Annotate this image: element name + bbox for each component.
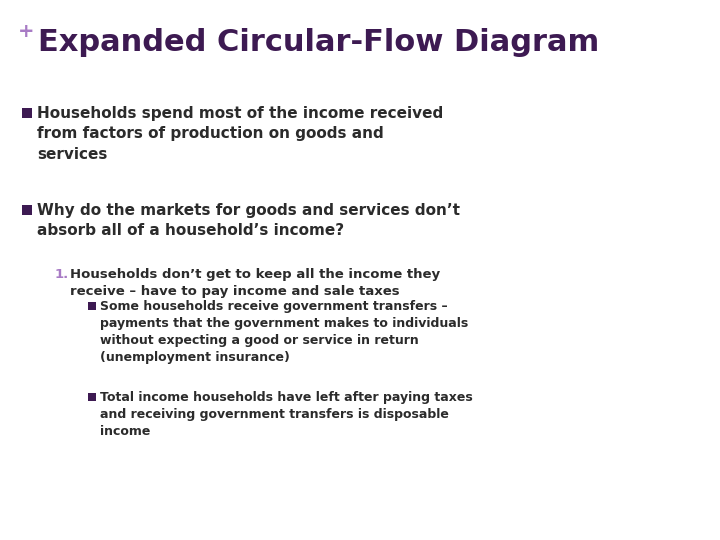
Text: Households don’t get to keep all the income they
receive – have to pay income an: Households don’t get to keep all the inc… xyxy=(70,268,440,298)
Text: Households spend most of the income received
from factors of production on goods: Households spend most of the income rece… xyxy=(37,106,444,162)
Text: Expanded Circular-Flow Diagram: Expanded Circular-Flow Diagram xyxy=(38,28,599,57)
FancyBboxPatch shape xyxy=(88,393,96,401)
Text: 1.: 1. xyxy=(55,268,69,281)
Text: Total income households have left after paying taxes
and receiving government tr: Total income households have left after … xyxy=(100,391,473,438)
Text: Why do the markets for goods and services don’t
absorb all of a household’s inco: Why do the markets for goods and service… xyxy=(37,203,460,238)
FancyBboxPatch shape xyxy=(88,302,96,310)
FancyBboxPatch shape xyxy=(22,108,32,118)
Text: Some households receive government transfers –
payments that the government make: Some households receive government trans… xyxy=(100,300,468,364)
FancyBboxPatch shape xyxy=(22,205,32,215)
Text: +: + xyxy=(18,22,35,41)
